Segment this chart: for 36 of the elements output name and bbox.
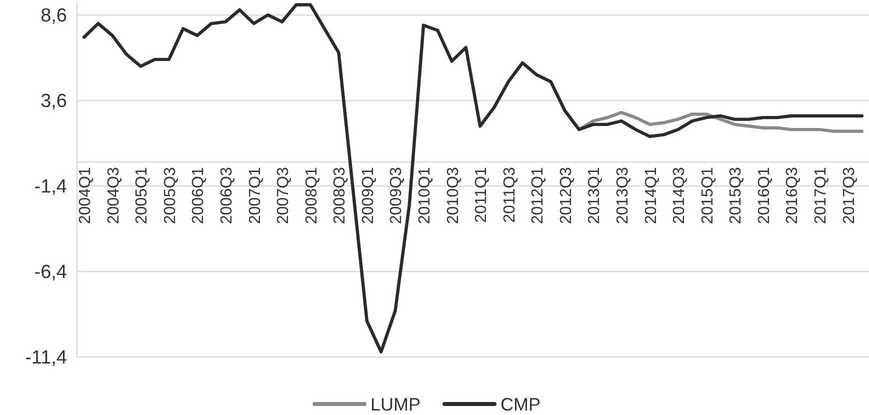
x-tick-label: 2007Q3 xyxy=(275,166,292,224)
x-tick-label: 2007Q1 xyxy=(246,166,264,224)
legend-label: LUMP xyxy=(370,394,421,414)
x-tick-label: 2010Q3 xyxy=(444,166,462,224)
x-tick-label: 2009Q1 xyxy=(360,166,377,224)
x-tick-label: 2016Q1 xyxy=(756,166,773,224)
x-tick-label: 2012Q3 xyxy=(558,166,575,224)
x-tick-label: 2006Q1 xyxy=(190,166,208,224)
x-tick-label: 2017Q3 xyxy=(840,166,858,224)
x-tick-label: 2006Q3 xyxy=(218,166,236,224)
x-tick-label: 2004Q1 xyxy=(77,166,94,224)
x-tick-label: 2016Q3 xyxy=(784,166,802,224)
legend-label: CMP xyxy=(500,394,540,414)
x-tick-label: 2008Q3 xyxy=(332,166,349,224)
x-tick-label: 2011Q1 xyxy=(473,166,490,223)
x-tick-label: 2005Q1 xyxy=(134,166,151,224)
x-tick-label: 2015Q1 xyxy=(699,166,716,224)
x-tick-label: 2014Q1 xyxy=(642,166,660,224)
x-tick-label: 2012Q1 xyxy=(530,166,547,224)
x-tick-label: 2008Q1 xyxy=(303,166,320,224)
x-tick-label: 2011Q3 xyxy=(501,166,518,223)
x-tick-label: 2013Q1 xyxy=(586,166,604,224)
x-tick-label: 2014Q3 xyxy=(671,166,688,224)
y-tick-label: 8,6 xyxy=(40,6,67,27)
x-tick-label: 2017Q1 xyxy=(812,166,830,224)
y-tick-label: -6,4 xyxy=(34,262,68,284)
y-tick-label: 3,6 xyxy=(40,91,67,112)
y-tick-label: -11,4 xyxy=(25,348,68,369)
y-tick-label: -1,4 xyxy=(34,176,68,198)
x-tick-label: 2005Q3 xyxy=(162,166,179,224)
x-tick-label: 2004Q3 xyxy=(105,166,122,224)
line-series xyxy=(577,110,864,133)
x-tick-label: 2015Q3 xyxy=(728,166,745,224)
x-tick-label: 2009Q3 xyxy=(388,166,406,224)
x-tick-label: 2010Q1 xyxy=(416,166,434,224)
x-tick-label: 2013Q3 xyxy=(614,166,632,224)
